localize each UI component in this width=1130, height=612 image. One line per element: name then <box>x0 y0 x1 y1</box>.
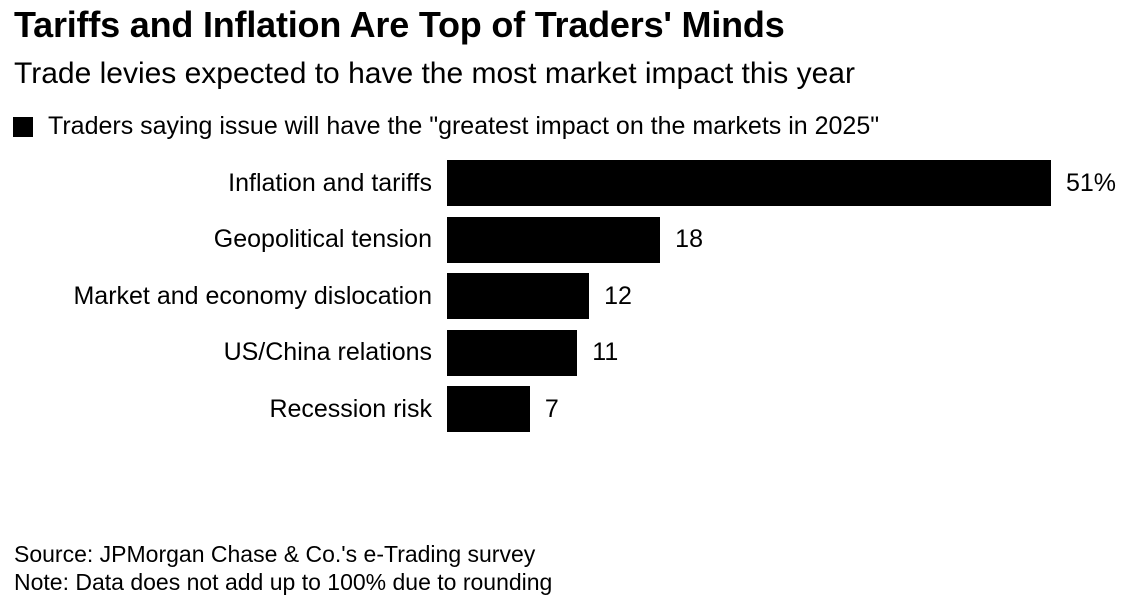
category-label: Recession risk <box>269 394 432 423</box>
note-line: Note: Data does not add up to 100% due t… <box>14 569 553 595</box>
bar-chart: Inflation and tariffs 51% Geopolitical ten… <box>0 160 1130 432</box>
legend: Traders saying issue will have the "grea… <box>13 112 879 141</box>
bar-row: US/China relations 11 <box>0 329 1130 376</box>
category-label: Inflation and tariffs <box>228 168 432 197</box>
category-label: US/China relations <box>223 338 432 366</box>
value-label: 11 <box>592 338 619 366</box>
bar <box>447 386 530 432</box>
bar <box>447 329 578 376</box>
value-label: 12 <box>604 281 632 310</box>
chart-subtitle: Trade levies expected to have the most m… <box>14 57 855 90</box>
source-line: Source: JPMorgan Chase & Co.'s e-Trading… <box>14 541 536 567</box>
value-label: 7 <box>544 394 559 423</box>
bar-row: Market and economy dislocation 12 <box>0 273 1130 319</box>
chart-title: Tariffs and Inflation Are Top of Traders… <box>14 4 785 45</box>
bar <box>447 160 1051 206</box>
bar <box>447 273 590 319</box>
bar-rows: Inflation and tariffs 51% Geopolitical ten… <box>0 160 1130 432</box>
value-label: 51% <box>1066 168 1117 197</box>
bar-row: Inflation and tariffs 51% <box>0 160 1130 206</box>
bar <box>447 216 661 263</box>
category-label: Market and economy dislocation <box>73 281 432 310</box>
footer: Source: JPMorgan Chase & Co.'s e-Trading… <box>14 540 552 596</box>
value-label: 18 <box>675 225 703 253</box>
bar-row: Geopolitical tension 18 <box>0 216 1130 263</box>
category-label: Geopolitical tension <box>213 225 432 253</box>
bar-row: Recession risk 7 <box>0 386 1130 432</box>
legend-label: Traders saying issue will have the "grea… <box>48 112 880 140</box>
legend-swatch-icon <box>13 116 33 137</box>
